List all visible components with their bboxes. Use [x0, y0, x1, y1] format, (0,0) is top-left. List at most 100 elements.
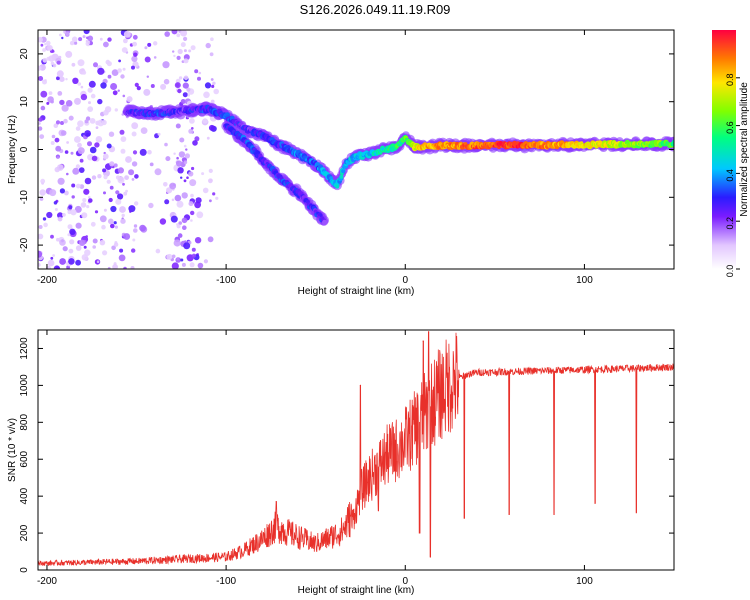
noise-point	[112, 264, 118, 269]
noise-point	[81, 212, 88, 219]
noise-point	[203, 91, 210, 99]
noise-point	[104, 106, 112, 113]
noise-point	[208, 168, 213, 173]
noise-point	[120, 218, 126, 224]
figure-title: S126.2026.049.11.19.R09	[299, 2, 451, 17]
noise-point	[122, 67, 126, 71]
noise-point	[178, 151, 186, 158]
snr-y-tick-label: 200	[19, 524, 30, 541]
noise-point	[78, 37, 83, 42]
noise-point	[191, 253, 196, 258]
noise-point	[181, 217, 188, 224]
noise-point	[189, 118, 195, 124]
noise-point	[66, 172, 69, 176]
noise-point	[125, 156, 132, 163]
secondary-track-point	[322, 219, 328, 225]
noise-point	[177, 233, 183, 238]
noise-point	[131, 131, 137, 137]
spectrogram-y-axis-label: Frequency (Hz)	[7, 115, 18, 184]
snr-spike-up-point	[422, 340, 424, 342]
noise-point	[54, 137, 60, 143]
snr-y-tick-label: 800	[19, 414, 30, 431]
noise-point	[85, 39, 89, 43]
noise-point	[139, 148, 147, 156]
noise-point	[181, 192, 188, 199]
noise-point	[171, 198, 175, 202]
noise-point	[188, 171, 194, 177]
noise-point	[48, 55, 55, 62]
noise-point	[117, 167, 124, 174]
noise-point	[87, 35, 94, 42]
noise-point	[40, 90, 48, 98]
noise-point	[102, 153, 109, 160]
noise-point	[183, 49, 187, 53]
noise-point	[60, 130, 67, 136]
noise-point	[97, 98, 103, 105]
noise-point	[56, 70, 64, 78]
noise-point	[180, 176, 183, 179]
noise-point	[164, 31, 170, 37]
noise-point	[123, 266, 127, 269]
noise-point	[77, 120, 84, 127]
noise-point	[114, 225, 118, 229]
noise-point	[210, 78, 214, 81]
noise-point	[102, 168, 107, 173]
noise-point	[65, 31, 70, 36]
noise-point	[183, 58, 189, 64]
noise-point	[140, 127, 148, 134]
spectrogram-y-tick-label: -20	[19, 237, 30, 252]
noise-point	[107, 37, 112, 42]
noise-point	[79, 184, 85, 190]
noise-point	[92, 245, 96, 249]
colorbar-tick-label: 0.0	[725, 265, 735, 278]
noise-point	[150, 84, 155, 88]
noise-point	[123, 38, 128, 44]
noise-point	[50, 141, 55, 145]
noise-point	[131, 248, 136, 253]
noise-point	[186, 87, 191, 92]
noise-point	[183, 160, 188, 164]
snr-x-tick-label: -200	[37, 576, 57, 587]
noise-point	[165, 156, 171, 162]
noise-point	[189, 179, 197, 187]
noise-point	[202, 187, 209, 194]
snr-spike-up-point	[359, 384, 362, 386]
colorbar-label: Normalized spectral amplitude	[739, 82, 750, 217]
noise-point	[72, 167, 80, 175]
noise-point	[57, 177, 65, 185]
noise-point	[84, 177, 92, 185]
noise-point	[55, 145, 62, 152]
noise-point	[100, 82, 107, 89]
noise-point	[202, 118, 208, 124]
snr-frame	[37, 329, 675, 571]
noise-point	[63, 118, 68, 124]
noise-point	[62, 213, 66, 217]
noise-point	[106, 179, 111, 184]
noise-point	[78, 167, 85, 174]
colorbar-gradient	[712, 30, 736, 269]
spectrogram-x-axis-label: Height of straight line (km)	[298, 286, 415, 297]
noise-point	[176, 156, 179, 160]
noise-point	[56, 156, 60, 159]
noise-point	[197, 76, 201, 81]
noise-point	[84, 119, 89, 124]
noise-point	[196, 211, 204, 219]
noise-point	[52, 254, 55, 257]
noise-point	[106, 61, 112, 67]
noise-point	[113, 221, 117, 225]
noise-point	[190, 219, 193, 222]
noise-point	[91, 175, 97, 180]
noise-point	[164, 142, 168, 147]
noise-point	[184, 153, 190, 159]
noise-point	[83, 188, 90, 195]
noise-point	[122, 94, 126, 98]
noise-point	[44, 43, 47, 46]
noise-point	[194, 237, 202, 244]
noise-point	[177, 48, 183, 55]
noise-point	[73, 41, 78, 45]
noise-point	[107, 266, 111, 269]
noise-point	[190, 45, 196, 51]
noise-point	[108, 197, 113, 203]
noise-point	[114, 108, 119, 112]
